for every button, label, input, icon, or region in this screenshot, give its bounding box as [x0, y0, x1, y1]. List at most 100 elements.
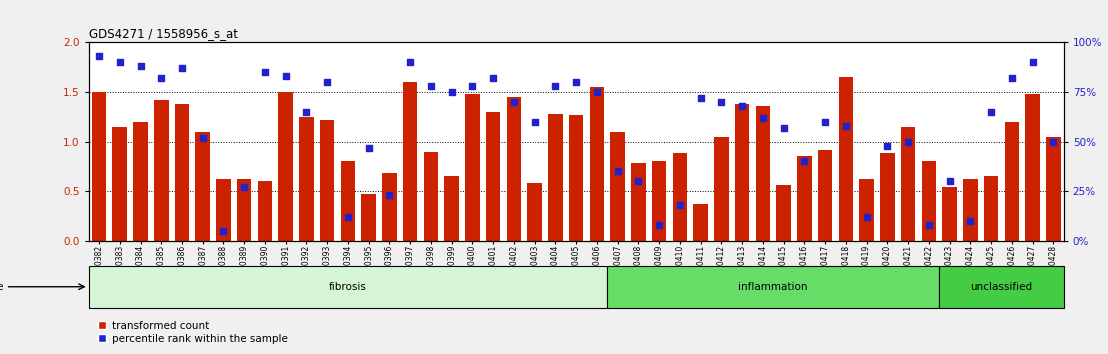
Point: [298, 109, 316, 115]
Bar: [611, 132, 625, 241]
Point: [339, 214, 357, 220]
Bar: [673, 154, 687, 241]
Bar: [175, 104, 189, 241]
Point: [567, 79, 585, 85]
Point: [505, 99, 523, 105]
Bar: [237, 179, 252, 241]
Bar: [195, 132, 211, 241]
Bar: [361, 194, 376, 241]
Point: [401, 59, 419, 65]
Point: [215, 228, 233, 234]
Bar: [444, 176, 459, 241]
Point: [920, 222, 937, 228]
Bar: [632, 164, 646, 241]
Bar: [756, 106, 770, 241]
Point: [879, 143, 896, 148]
Bar: [403, 82, 418, 241]
Point: [1024, 59, 1042, 65]
Bar: [465, 94, 480, 241]
Point: [360, 145, 378, 150]
Point: [90, 53, 107, 59]
Point: [173, 65, 191, 71]
Point: [982, 109, 999, 115]
Point: [235, 184, 253, 190]
Bar: [694, 204, 708, 241]
Point: [774, 125, 792, 131]
Bar: [1005, 122, 1019, 241]
Point: [132, 63, 150, 69]
Bar: [506, 97, 521, 241]
Point: [256, 69, 274, 75]
Text: disease state: disease state: [0, 282, 3, 292]
Point: [588, 89, 606, 95]
Point: [277, 73, 295, 79]
Bar: [568, 115, 584, 241]
Bar: [423, 152, 438, 241]
Point: [796, 159, 813, 164]
Point: [962, 218, 979, 224]
Point: [1045, 139, 1063, 144]
Point: [318, 79, 336, 85]
Point: [422, 83, 440, 89]
Bar: [818, 149, 832, 241]
Bar: [320, 120, 335, 241]
Bar: [715, 137, 729, 241]
Bar: [860, 179, 874, 241]
Point: [941, 178, 958, 184]
Bar: [299, 117, 314, 241]
Bar: [278, 92, 293, 241]
Point: [733, 103, 751, 109]
Point: [755, 115, 772, 121]
Point: [194, 135, 212, 141]
Bar: [89, 266, 607, 308]
Bar: [901, 127, 915, 241]
Point: [546, 83, 564, 89]
Point: [858, 214, 875, 220]
Bar: [652, 161, 666, 241]
Point: [629, 178, 647, 184]
Bar: [92, 92, 106, 241]
Legend: transformed count, percentile rank within the sample: transformed count, percentile rank withi…: [94, 317, 291, 348]
Bar: [340, 161, 356, 241]
Bar: [1046, 137, 1060, 241]
Point: [380, 192, 398, 198]
Bar: [880, 154, 894, 241]
Bar: [258, 181, 273, 241]
Bar: [942, 187, 957, 241]
Point: [111, 59, 129, 65]
Bar: [607, 266, 940, 308]
Point: [463, 83, 481, 89]
Bar: [113, 127, 127, 241]
Text: GDS4271 / 1558956_s_at: GDS4271 / 1558956_s_at: [89, 27, 237, 40]
Bar: [984, 176, 998, 241]
Bar: [486, 112, 501, 241]
Bar: [548, 114, 563, 241]
Point: [900, 139, 917, 144]
Bar: [839, 77, 853, 241]
Bar: [527, 183, 542, 241]
Point: [712, 99, 730, 105]
Bar: [940, 266, 1064, 308]
Point: [650, 222, 668, 228]
Point: [526, 119, 544, 125]
Bar: [922, 161, 936, 241]
Point: [1003, 75, 1020, 81]
Bar: [216, 179, 230, 241]
Point: [443, 89, 461, 95]
Bar: [963, 179, 977, 241]
Bar: [154, 100, 168, 241]
Text: inflammation: inflammation: [739, 282, 808, 292]
Bar: [382, 173, 397, 241]
Point: [608, 169, 626, 174]
Bar: [1025, 94, 1039, 241]
Text: fibrosis: fibrosis: [329, 282, 367, 292]
Bar: [133, 122, 147, 241]
Point: [837, 123, 854, 129]
Point: [671, 202, 689, 208]
Bar: [735, 104, 749, 241]
Text: unclassified: unclassified: [971, 282, 1033, 292]
Bar: [777, 185, 791, 241]
Point: [484, 75, 502, 81]
Bar: [589, 87, 604, 241]
Point: [817, 119, 834, 125]
